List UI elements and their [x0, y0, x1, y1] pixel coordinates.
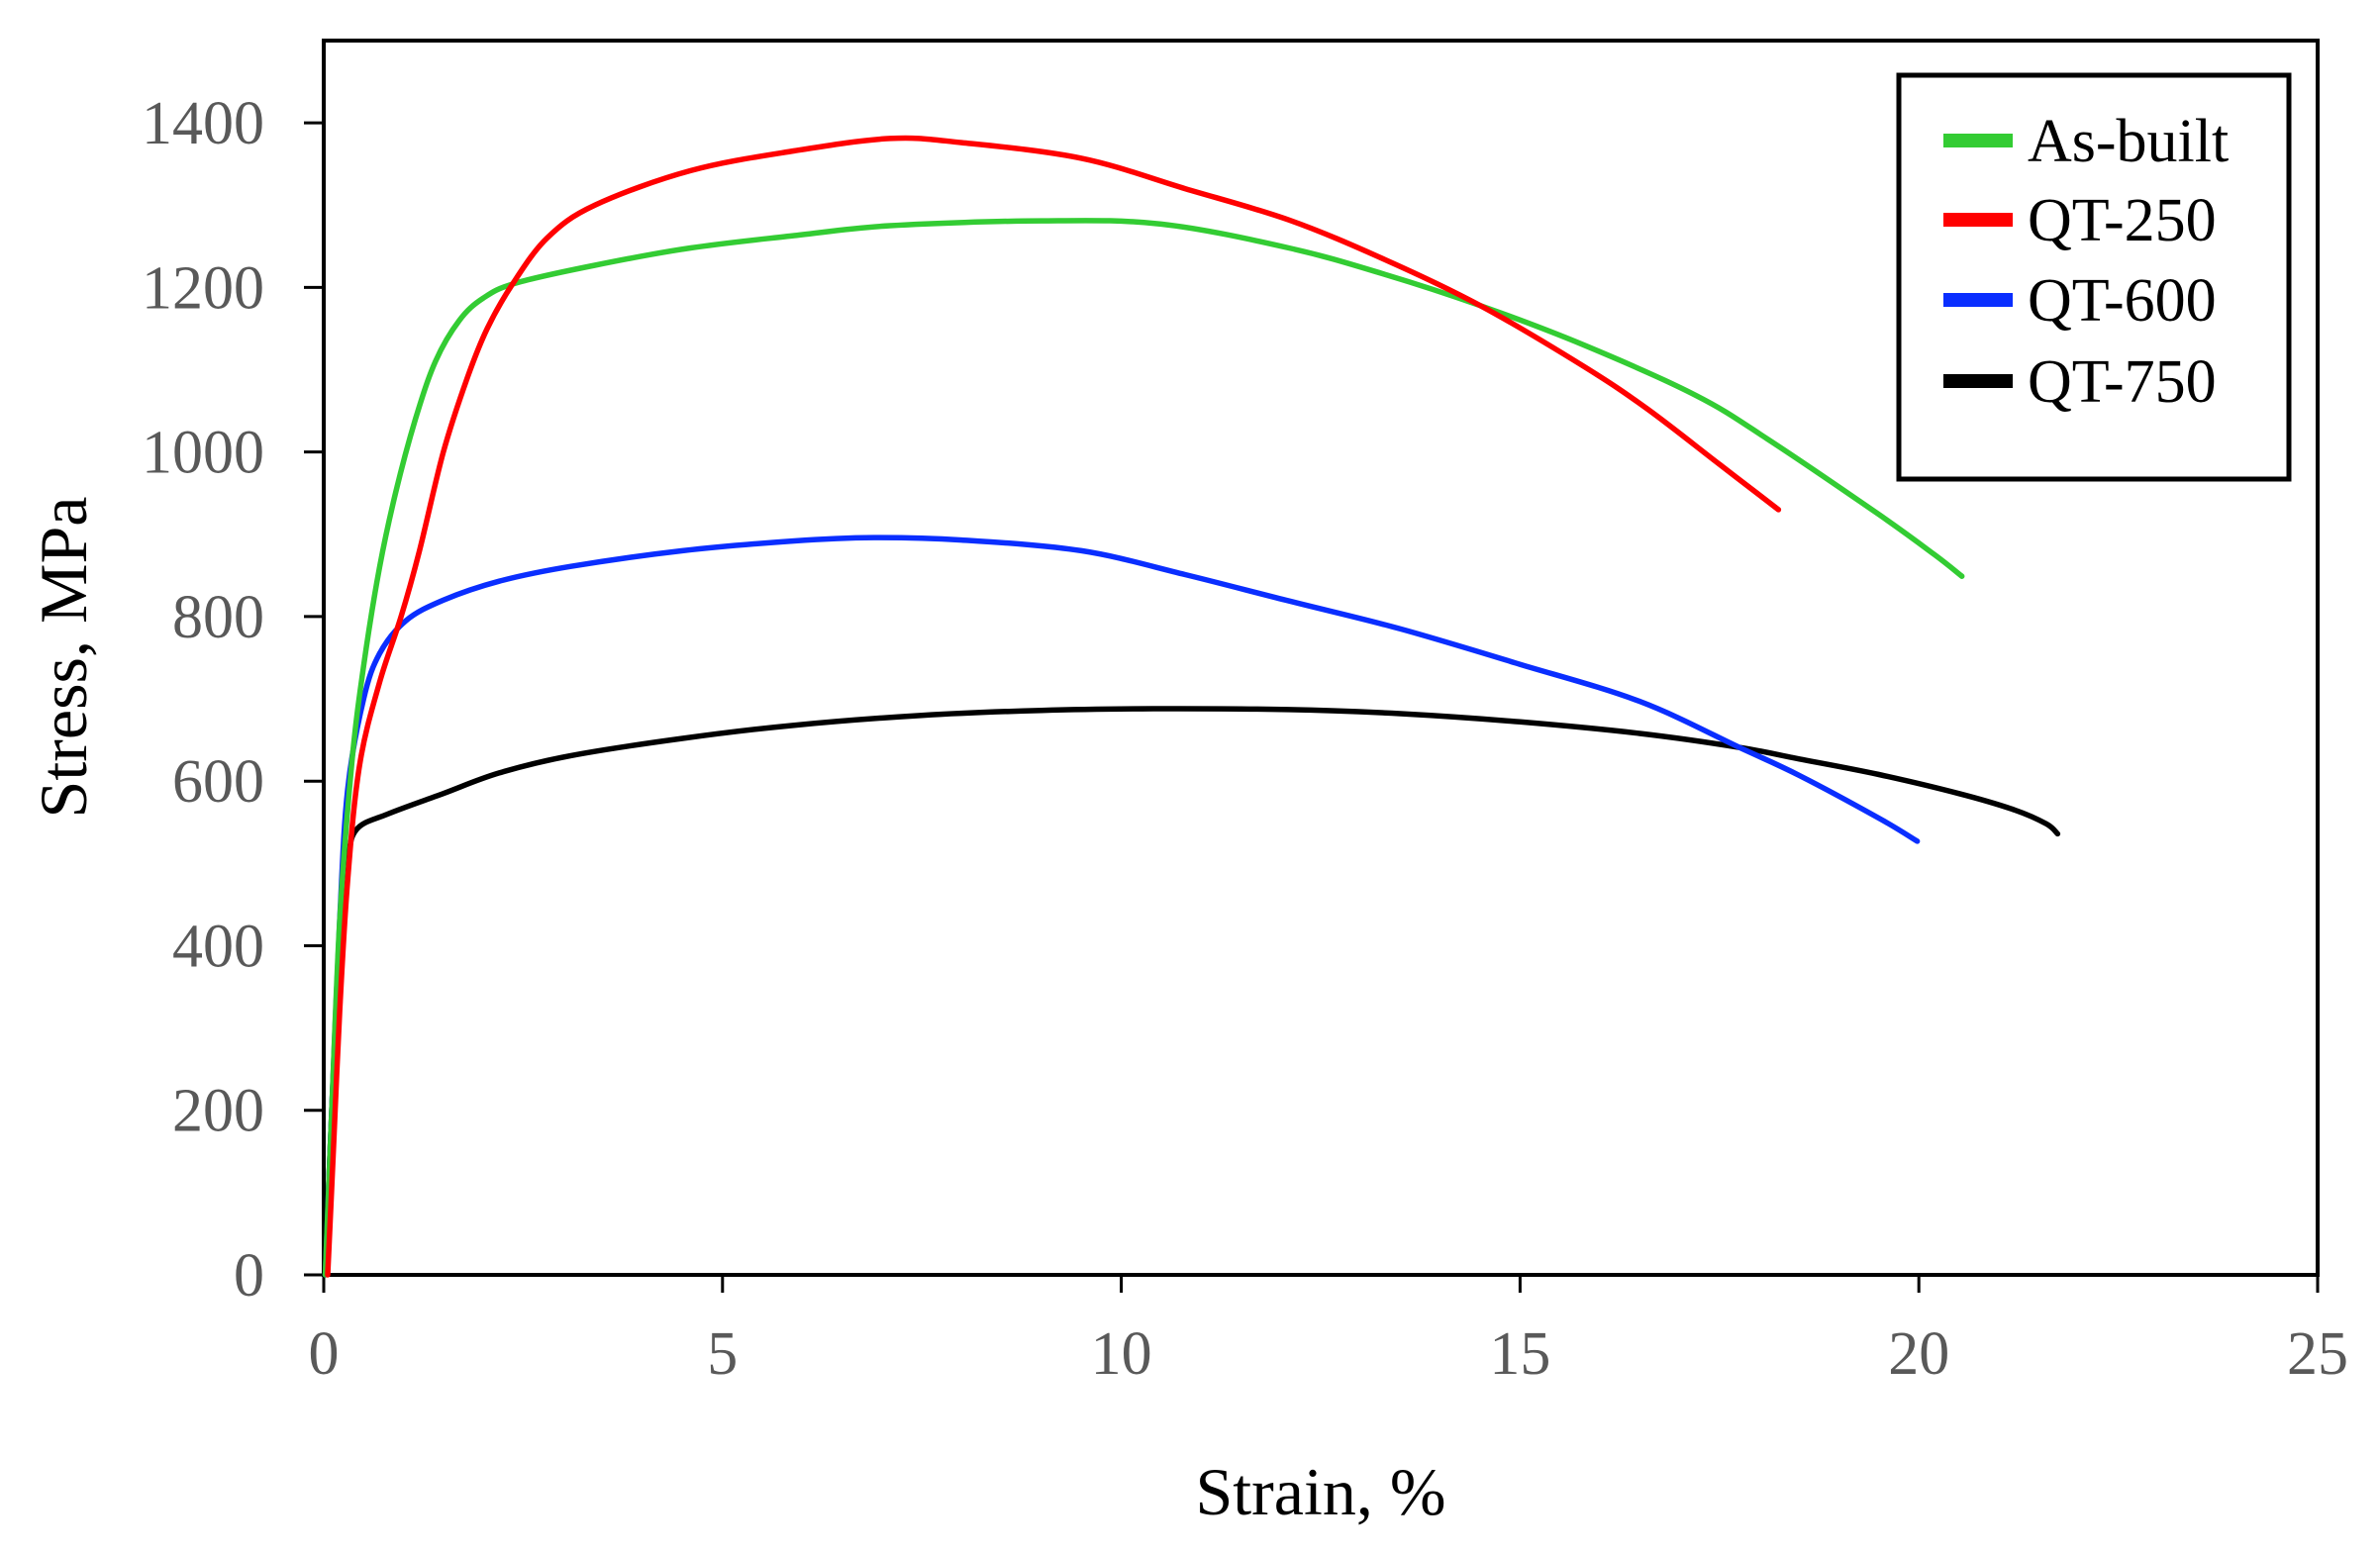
legend-item-as-built: As-built — [1943, 108, 2229, 175]
legend-label-qt-750: QT-750 — [2028, 348, 2217, 416]
y-tick-label: 1400 — [142, 90, 264, 157]
legend: As-built QT-250 QT-600 QT-750 — [1896, 72, 2292, 482]
y-tick-label: 400 — [172, 913, 264, 980]
y-axis-title: Stress, MPa — [26, 497, 101, 819]
legend-item-qt-600: QT-600 — [1943, 267, 2217, 335]
x-tick-label: 5 — [707, 1320, 738, 1388]
y-tick-label: 1200 — [142, 254, 264, 322]
legend-box — [1896, 72, 2292, 482]
legend-item-qt-750: QT-750 — [1943, 348, 2217, 416]
legend-label-as-built: As-built — [2028, 108, 2229, 175]
y-axis-ticks: 0 200 400 600 800 1000 1200 1400 — [142, 90, 324, 1310]
y-tick-label: 600 — [172, 748, 264, 816]
x-tick-label: 0 — [309, 1320, 340, 1388]
y-tick-label: 1000 — [142, 420, 264, 487]
series-as-built-line — [322, 218, 1965, 1278]
x-axis-title: Strain, % — [1195, 1454, 1445, 1529]
x-axis-ticks: 0 5 10 15 20 25 — [309, 1275, 2348, 1388]
y-tick-label: 800 — [172, 584, 264, 651]
x-tick-label: 20 — [1888, 1320, 1949, 1388]
series-qt-250-line — [325, 135, 1782, 1278]
y-tick-label: 200 — [172, 1078, 264, 1145]
legend-label-qt-250: QT-250 — [2028, 187, 2217, 254]
legend-label-qt-600: QT-600 — [2028, 267, 2217, 335]
x-tick-label: 25 — [2287, 1320, 2348, 1388]
legend-item-qt-250: QT-250 — [1943, 187, 2217, 254]
series-layer — [322, 135, 2061, 1278]
x-tick-label: 10 — [1091, 1320, 1152, 1388]
y-tick-label: 0 — [234, 1242, 264, 1310]
x-tick-label: 15 — [1489, 1320, 1550, 1388]
